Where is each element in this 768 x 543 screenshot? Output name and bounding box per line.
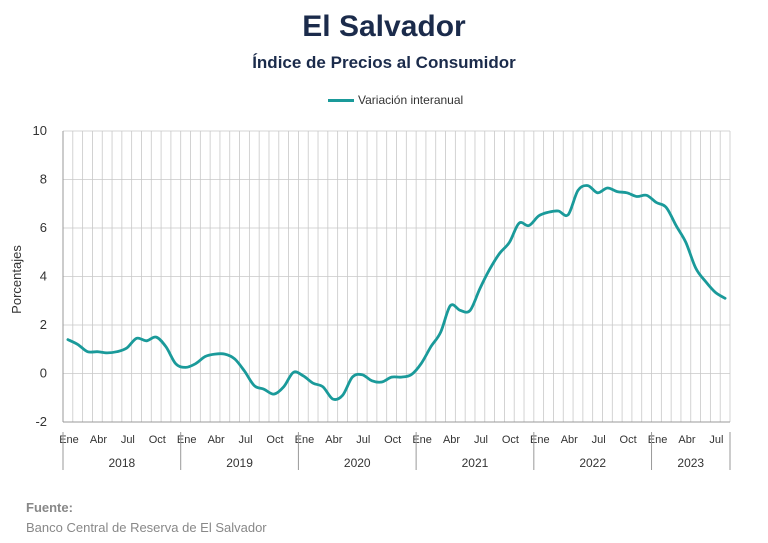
x-tick-label: Ene [530, 434, 550, 446]
x-tick-label: Jul [356, 434, 370, 446]
source-text: Banco Central de Reserva de El Salvador [26, 520, 267, 535]
year-label: 2020 [344, 456, 371, 470]
chart-subtitle: Índice de Precios al Consumidor [252, 53, 516, 72]
year-label: 2019 [226, 456, 253, 470]
x-tick-label: Abr [561, 434, 578, 446]
x-tick-label: Abr [443, 434, 460, 446]
x-tick-label: Ene [59, 434, 79, 446]
x-tick-label: Jul [709, 434, 723, 446]
year-label: 2021 [462, 456, 489, 470]
x-tick-label: Ene [295, 434, 315, 446]
x-tick-label: Abr [90, 434, 107, 446]
legend-label: Variación interanual [358, 93, 464, 107]
chart-title: El Salvador [302, 10, 466, 43]
x-tick-label: Jul [239, 434, 253, 446]
x-tick-label: Oct [502, 434, 519, 446]
x-tick-label: Abr [678, 434, 695, 446]
source-label: Fuente: [26, 500, 73, 515]
legend: Variación interanual [328, 93, 463, 107]
y-tick-label: 10 [33, 123, 47, 138]
y-tick-label: 2 [40, 317, 47, 332]
year-label: 2023 [677, 456, 704, 470]
y-tick-label: 4 [40, 269, 47, 284]
x-tick-label: Oct [620, 434, 637, 446]
series-line-variacion-interanual [66, 184, 727, 401]
x-tick-label: Oct [266, 434, 283, 446]
y-tick-label: 8 [40, 172, 47, 187]
y-axis-label: Porcentajes [9, 245, 24, 314]
x-tick-label: Abr [325, 434, 342, 446]
legend-swatch [328, 98, 354, 102]
x-tick-label: Ene [648, 434, 668, 446]
x-tick-label: Abr [208, 434, 225, 446]
year-label: 2022 [579, 456, 606, 470]
x-tick-label: Ene [412, 434, 432, 446]
year-label: 2018 [109, 456, 136, 470]
y-tick-label: 0 [40, 366, 47, 381]
y-tick-label: 6 [40, 220, 47, 235]
x-tick-label: Oct [149, 434, 166, 446]
x-tick-label: Oct [384, 434, 401, 446]
y-tick-label: -2 [35, 414, 47, 429]
x-tick-label: Jul [474, 434, 488, 446]
x-tick-label: Ene [177, 434, 197, 446]
x-tick-label: Jul [592, 434, 606, 446]
x-tick-label: Jul [121, 434, 135, 446]
